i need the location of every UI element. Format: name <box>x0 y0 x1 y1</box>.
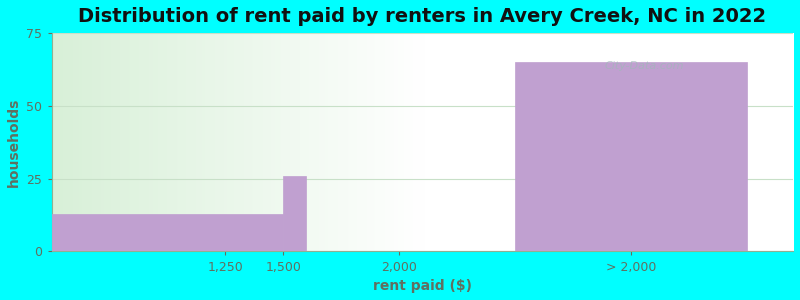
Text: City-Data.com: City-Data.com <box>605 61 685 71</box>
X-axis label: rent paid ($): rent paid ($) <box>373 279 472 293</box>
Y-axis label: households: households <box>7 98 21 187</box>
Bar <box>283 176 306 251</box>
Bar <box>515 62 746 251</box>
Title: Distribution of rent paid by renters in Avery Creek, NC in 2022: Distribution of rent paid by renters in … <box>78 7 766 26</box>
Bar <box>51 214 283 251</box>
